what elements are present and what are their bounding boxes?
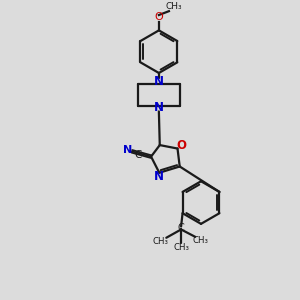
Text: CH₃: CH₃ [166,2,183,11]
Text: O: O [177,139,187,152]
Text: N: N [154,101,164,114]
Text: N: N [154,170,164,183]
Text: O: O [154,12,163,22]
Text: CH₃: CH₃ [153,237,169,246]
Text: CH₃: CH₃ [193,236,208,245]
Text: CH₃: CH₃ [173,243,189,252]
Text: C: C [134,150,142,160]
Text: N: N [123,145,132,155]
Text: N: N [154,75,164,88]
Text: C: C [178,223,184,233]
